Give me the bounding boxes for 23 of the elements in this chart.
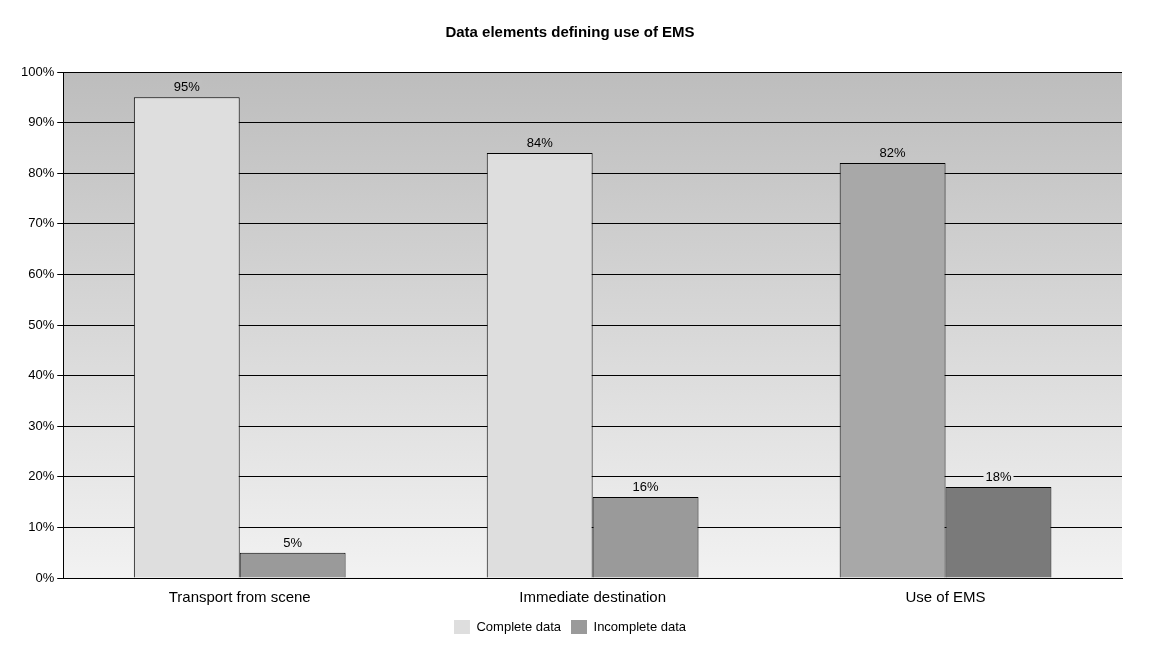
y-tick-label: 40% [28, 367, 55, 383]
x-tick-label: Immediate destination [519, 588, 666, 606]
y-tick-label: 100% [21, 63, 55, 79]
legend-label: Incomplete data [593, 618, 687, 634]
x-tick-label: Use of EMS [905, 588, 986, 606]
y-tick-label: 60% [28, 265, 55, 281]
data-label: 82% [879, 145, 907, 161]
data-label: 95% [173, 79, 201, 95]
y-tick-label: 0% [35, 569, 55, 585]
y-tick-label: 90% [28, 114, 55, 130]
y-tick-label: 20% [28, 468, 55, 484]
chart-title: Data elements defining use of EMS [445, 23, 695, 41]
data-label: 18% [985, 469, 1012, 484]
data-label: 5% [283, 534, 303, 550]
y-tick-label: 80% [28, 164, 55, 180]
data-label: 84% [526, 135, 554, 151]
y-tick-label: 30% [28, 417, 55, 433]
legend-label: Complete data [476, 618, 562, 634]
y-tick-label: 70% [28, 215, 55, 231]
y-tick-label: 50% [28, 316, 55, 332]
data-label: 16% [632, 479, 660, 495]
x-tick-label: Transport from scene [168, 588, 311, 606]
y-tick-label: 10% [28, 518, 55, 534]
